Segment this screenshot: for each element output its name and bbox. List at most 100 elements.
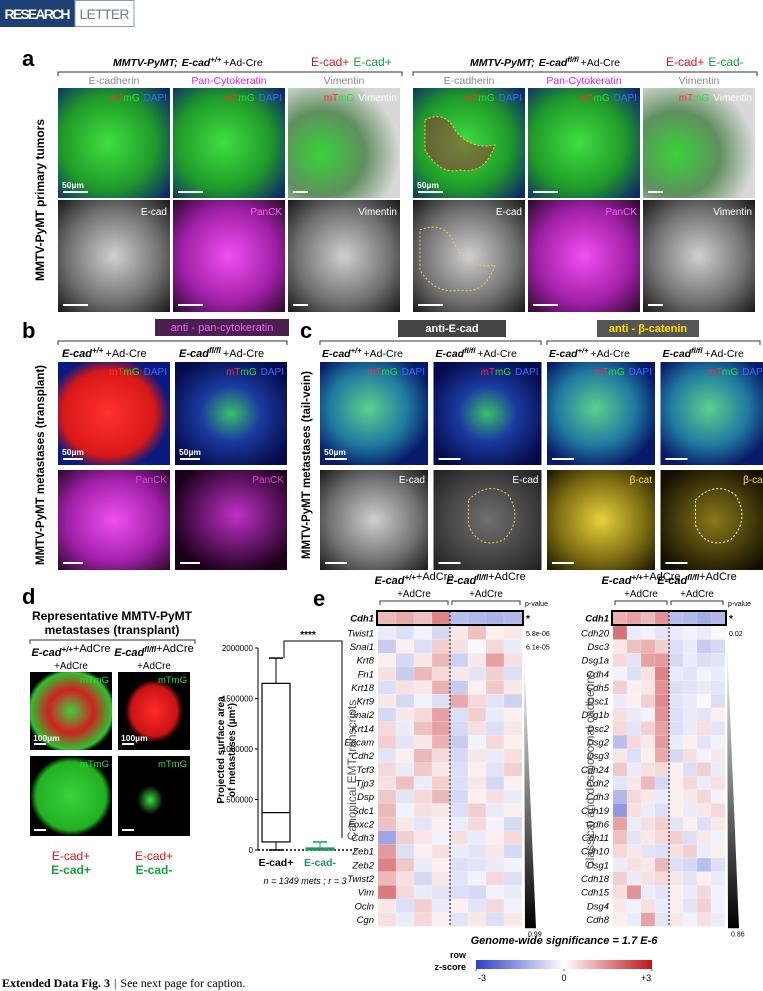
heatmap-cell [640, 830, 656, 845]
genotype-part: +Ad-Cre [364, 348, 404, 360]
heatmap-cell [626, 762, 642, 777]
genotype-part: +Ad-Cre [591, 348, 631, 360]
channel-label-part: Vimentin [358, 93, 397, 104]
heatmap-cell [696, 816, 712, 831]
heatmap-cell [377, 625, 397, 640]
side-label: MMTV-PyMT metastases (tail-vein) [301, 371, 313, 559]
gene-label: Cdh1 [350, 614, 374, 625]
heatmap-cell [467, 734, 487, 750]
channel-label-part: mT [226, 367, 240, 378]
heatmap-cell [626, 885, 642, 900]
heatmap-cell [395, 694, 415, 709]
genotype: E-cad+/+ +Ad-Cre [62, 346, 147, 360]
heatmap-cell [612, 653, 628, 668]
heatmap-cell [467, 789, 487, 804]
gene-label: Cgn [357, 915, 374, 926]
channel-label: mTmG DAPI [481, 367, 539, 378]
heatmap-cell [626, 912, 642, 927]
genotype-part: +/+ [92, 346, 104, 355]
heatmap-cell [485, 707, 505, 722]
heatmap-cell [654, 912, 670, 927]
heatmap-cell [413, 871, 433, 886]
heatmap-cell [449, 611, 469, 625]
channel-label: mTmG DAPI [579, 93, 637, 104]
heatmap-cell [431, 653, 451, 668]
heatmap-cell [626, 611, 642, 625]
heatmap-cell [626, 625, 642, 640]
p-value: * [729, 614, 733, 625]
genotype: MMTV-PyMT; E-cadfl/fl +Ad-Cre [470, 55, 620, 69]
genotype: E-cad+/++AdCre [31, 643, 110, 659]
heatmap-cell [395, 871, 415, 886]
heatmap-cell [612, 816, 628, 831]
status-label: E-cad+ [51, 863, 91, 877]
genotype-part: +/+ [578, 346, 590, 355]
channel-label-part: mG [382, 367, 398, 378]
heatmap-cell [503, 762, 523, 777]
heatmap-cell [449, 816, 469, 831]
note: n = 1349 mets ; r = 3 [263, 876, 346, 886]
heatmap-cell [668, 639, 684, 654]
genotype: MMTV-PyMT; E-cad+/+ +Ad-Cre [113, 55, 263, 69]
heatmap-cell [377, 885, 397, 900]
genotype-part: +AdCre [488, 571, 526, 583]
heatmap-cell [431, 830, 451, 845]
heatmap-cell [626, 857, 642, 872]
heatmap-cell [640, 611, 656, 625]
status-label: E-cad- [136, 863, 173, 877]
heatmap-cell [485, 816, 505, 831]
heatmap-cell [640, 857, 656, 872]
heatmap-cell [503, 639, 523, 654]
heatmap-cell [654, 844, 670, 859]
heatmap-cell [395, 775, 415, 791]
axis-title: Projected surface area [216, 696, 227, 804]
heatmap-cell [449, 912, 469, 927]
heatmap-cell [682, 666, 698, 681]
panel-label: c [300, 318, 312, 343]
panel-label: a [22, 46, 35, 71]
stain-box [597, 320, 699, 337]
heatmap-cell [640, 694, 656, 709]
heatmap-cell [485, 789, 505, 804]
heatmap-cell [640, 748, 656, 763]
outline [695, 488, 743, 544]
heatmap-cell [654, 775, 670, 791]
heatmap-cell [413, 898, 433, 913]
heatmap-cell [503, 898, 523, 913]
heatmap-cell [377, 789, 397, 804]
micrograph [433, 470, 542, 570]
heatmap-cell [696, 912, 712, 927]
heatmap-cell [431, 721, 451, 736]
heatmap-cell [682, 816, 698, 831]
heatmap-cell [654, 611, 670, 625]
heatmap-cell [626, 639, 642, 654]
channel-label-part: DAPI [742, 367, 763, 378]
heatmap-cell [682, 789, 698, 804]
heatmap-cell [710, 789, 726, 804]
heatmap-cell [654, 830, 670, 845]
status-label: E-cad+ E-cad- [666, 55, 744, 69]
heatmap-cell [640, 680, 656, 695]
heatmap-cell [503, 748, 523, 763]
heatmap-cell [626, 734, 642, 750]
bracket [57, 340, 288, 345]
genotype-part: +/+ [631, 573, 643, 582]
genotype-part: E-cad [31, 647, 61, 659]
heatmap-cell [467, 639, 487, 654]
micrograph [58, 200, 170, 312]
channel-label-part: DAPI [499, 93, 522, 104]
genotype-part: +/+ [61, 645, 73, 654]
heatmap-cell [626, 666, 642, 681]
heatmap-cell [503, 789, 523, 804]
genotype-part: E-cad [549, 348, 578, 360]
heatmap-cell [449, 844, 469, 859]
outline [419, 226, 496, 292]
column-label: Vimentin [679, 75, 720, 87]
heatmap-cell [612, 639, 628, 654]
genotype-part: +Ad-Cre [223, 348, 264, 360]
channel-label: PanCK [250, 207, 282, 218]
channel-label-part: mT [109, 93, 123, 104]
status-label-part: E-cad+ [353, 55, 391, 69]
genotype-part: +Ad-Cre [581, 57, 621, 69]
heatmap-cell [710, 912, 726, 927]
